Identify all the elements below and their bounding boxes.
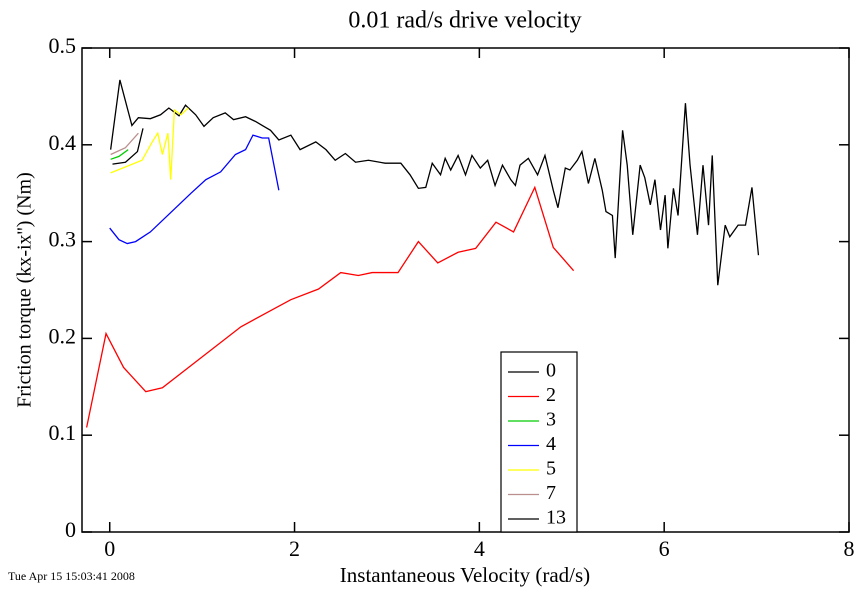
legend-label: 4 bbox=[546, 433, 556, 455]
y-tick-label: 0.4 bbox=[49, 130, 77, 155]
x-tick-label: 0 bbox=[104, 536, 115, 561]
series-line bbox=[110, 149, 129, 160]
chart-title: 0.01 rad/s drive velocity bbox=[348, 8, 581, 34]
series-line bbox=[110, 132, 139, 156]
legend-label: 7 bbox=[546, 482, 556, 504]
x-tick-label: 8 bbox=[844, 536, 855, 561]
y-tick-label: 0.1 bbox=[49, 420, 77, 445]
plot-frame bbox=[81, 47, 850, 533]
series-line bbox=[112, 128, 144, 165]
x-tick-label: 4 bbox=[474, 536, 485, 561]
series-line bbox=[109, 134, 280, 245]
y-tick-label: 0.3 bbox=[49, 227, 77, 252]
x-tick-label: 6 bbox=[659, 536, 670, 561]
series-line bbox=[110, 107, 189, 180]
y-tick-label: 0 bbox=[65, 517, 76, 542]
x-tick-label: 2 bbox=[289, 536, 300, 561]
timestamp: Tue Apr 15 15:03:41 2008 bbox=[8, 569, 135, 583]
legend-label: 0 bbox=[546, 360, 556, 382]
legend-box bbox=[500, 351, 578, 533]
legend-label: 2 bbox=[546, 384, 556, 406]
y-tick-label: 0.2 bbox=[49, 323, 77, 348]
y-axis-label: Friction torque (kx-ix'') (Nm) bbox=[14, 172, 36, 408]
series-line bbox=[85, 185, 575, 428]
legend-label: 3 bbox=[546, 409, 556, 431]
x-axis-label: Instantaneous Velocity (rad/s) bbox=[340, 563, 590, 587]
legend-label: 13 bbox=[546, 507, 566, 529]
legend-label: 5 bbox=[546, 458, 556, 480]
series-line bbox=[110, 79, 760, 286]
y-tick-label: 0.5 bbox=[49, 33, 77, 58]
